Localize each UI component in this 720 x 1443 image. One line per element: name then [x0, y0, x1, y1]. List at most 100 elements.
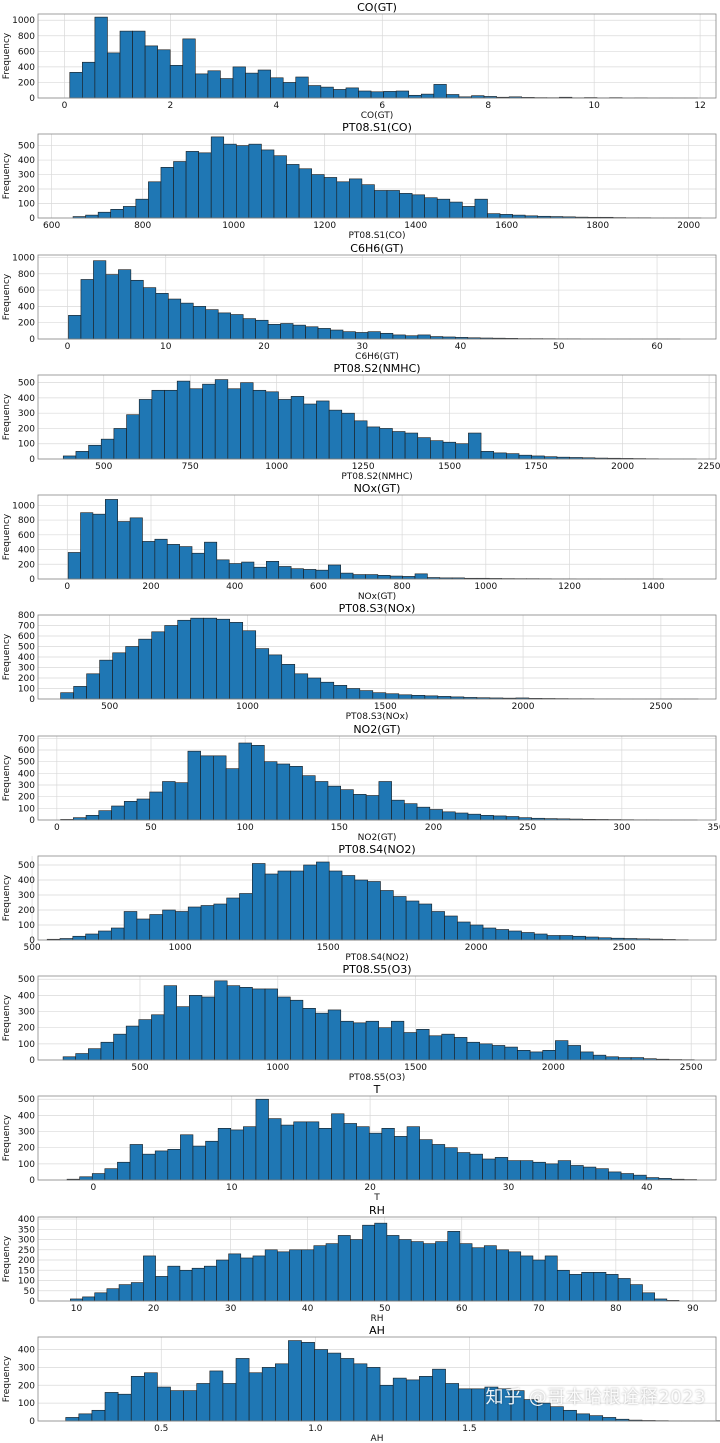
histogram-bar — [398, 694, 413, 700]
histogram-bar — [216, 619, 231, 700]
chart-title: AH — [369, 1324, 385, 1337]
histogram-bar — [419, 1375, 433, 1422]
x-tick-label: 60 — [651, 342, 663, 352]
histogram-bar — [138, 639, 152, 700]
histogram-bar — [342, 330, 356, 339]
histogram-bar — [132, 30, 146, 99]
histogram-bar — [282, 82, 297, 99]
chart-title: CO(GT) — [357, 1, 397, 14]
histogram-bar — [175, 910, 189, 941]
plot-frame — [37, 1336, 717, 1422]
x-axis-label: T — [373, 1193, 380, 1202]
histogram-bar — [365, 574, 379, 580]
x-tick-label: 0 — [65, 342, 71, 352]
y-tick-label: 500 — [18, 975, 35, 985]
histogram-bar — [471, 1388, 486, 1422]
histogram-bar — [235, 1357, 250, 1422]
y-tick-label: 400 — [18, 1112, 35, 1122]
x-tick-label: 40 — [641, 1183, 653, 1193]
histogram-bar — [113, 1033, 127, 1061]
histogram-bar — [75, 450, 89, 460]
y-tick-label: 0 — [29, 575, 35, 585]
histogram-bar — [532, 1162, 546, 1181]
histogram-bar — [113, 427, 127, 460]
histogram-bar — [213, 903, 227, 941]
histogram-bar — [381, 1128, 395, 1181]
histogram-bar — [236, 145, 250, 219]
histogram-bar — [353, 793, 367, 820]
y-tick-label: 100 — [18, 1040, 35, 1050]
histogram-bar — [169, 65, 184, 99]
histogram-bar — [216, 1259, 229, 1301]
histogram-bar — [209, 1370, 224, 1422]
histogram-bar — [290, 568, 304, 580]
histogram-bar — [314, 780, 329, 820]
x-tick-label: 1200 — [558, 582, 581, 592]
histogram-bar — [264, 988, 278, 1061]
x-tick-label: 30 — [503, 1183, 515, 1193]
y-tick-label: 400 — [18, 1215, 35, 1225]
y-tick-label: 200 — [18, 1381, 35, 1391]
histogram-bar — [458, 1388, 473, 1422]
y-tick-label: 200 — [18, 674, 35, 684]
histogram-bar — [155, 292, 169, 339]
histogram-bar — [130, 279, 144, 339]
x-tick-label: 200 — [142, 582, 159, 592]
y-tick-label: 600 — [18, 531, 35, 541]
x-tick-label: 40 — [302, 1304, 314, 1314]
histogram-bar — [336, 181, 350, 219]
histogram-bar — [315, 569, 329, 580]
x-tick-label: 10 — [71, 1304, 83, 1314]
histogram-bar — [205, 1141, 219, 1181]
histogram-bar — [305, 325, 319, 339]
histogram-bar — [317, 327, 331, 339]
histogram-bar — [214, 379, 229, 460]
histogram-bar — [316, 861, 330, 941]
histogram-bar — [99, 660, 113, 700]
y-tick-label: 100 — [18, 1160, 35, 1170]
histogram-bar — [232, 66, 246, 99]
histogram-bar — [144, 45, 158, 99]
histogram-bar — [392, 334, 406, 339]
histogram-bar — [370, 91, 384, 99]
y-tick-label: 700 — [18, 734, 35, 744]
x-tick-label: 10 — [226, 1183, 238, 1193]
plot-frame — [37, 374, 717, 460]
histogram-bar — [341, 874, 356, 941]
histogram-bar — [354, 420, 368, 460]
x-tick-label: 2 — [168, 101, 174, 111]
histogram-bar — [328, 870, 343, 941]
y-tick-label: 300 — [18, 891, 35, 901]
histogram-bar — [261, 149, 275, 219]
histogram-bar — [444, 1147, 458, 1181]
histogram-bar — [119, 30, 133, 99]
histogram-bar — [436, 199, 451, 219]
histogram-bar — [495, 928, 509, 941]
histogram-bar — [318, 1128, 332, 1181]
x-tick-label: 200 — [425, 823, 442, 833]
histogram-bar — [189, 995, 203, 1061]
histogram-bar — [491, 1045, 506, 1061]
histogram-bar — [325, 1242, 339, 1301]
x-tick-label: 1200 — [313, 221, 336, 231]
histogram-bar — [69, 72, 83, 99]
histogram-bar — [569, 1273, 582, 1301]
histogram-bar — [462, 206, 476, 219]
histogram-bar — [455, 443, 469, 460]
histogram-bar — [245, 72, 259, 99]
y-tick-label: 500 — [18, 142, 35, 152]
histogram-bar — [228, 563, 242, 580]
histogram-bar — [179, 546, 193, 580]
histogram-bar — [499, 214, 513, 219]
histogram-bar — [177, 620, 191, 700]
y-tick-label: 0 — [29, 1056, 35, 1066]
plot-frame — [37, 133, 717, 219]
histogram-bar — [117, 521, 131, 580]
histogram-bar — [117, 1393, 132, 1422]
plot-frame — [37, 494, 717, 580]
y-tick-label: 300 — [18, 171, 35, 181]
histogram-bar — [496, 1248, 509, 1301]
histogram-bar — [593, 1271, 607, 1301]
histogram-bar — [320, 86, 334, 99]
y-tick-label: 300 — [18, 664, 35, 674]
